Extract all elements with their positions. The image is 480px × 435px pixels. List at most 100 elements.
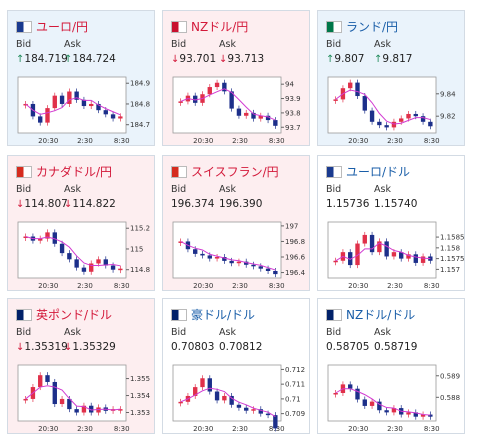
candle — [406, 412, 411, 415]
pair-title[interactable]: カナダドル/円 — [36, 165, 113, 179]
candle — [333, 99, 338, 101]
moving-average — [25, 97, 121, 116]
ask-value: 1.35329 — [72, 341, 116, 353]
ask-price: ↑9.817 — [374, 53, 412, 65]
candle — [229, 91, 234, 109]
candle — [369, 234, 375, 253]
ask-label: Ask — [219, 327, 236, 338]
rate-tile[interactable]: スイスフラン/円 Bid Ask 196.374 196.390 197 196.8 196.… — [162, 155, 310, 291]
bid-label: Bid — [326, 327, 342, 338]
rate-tile[interactable]: NZドル/円 Bid Ask ↓93.701 ↓93.713 94 93.9 93.8 93.7… — [162, 10, 310, 146]
bid-price: 0.70803 — [171, 341, 214, 353]
candle — [251, 112, 256, 119]
moving-average — [25, 385, 121, 411]
x-tick-label: 20:30 — [38, 282, 58, 290]
y-tick-label: 9.84 — [440, 90, 456, 98]
rate-tile[interactable]: カナダドル/円 Bid Ask ↓114.807 ↓114.822 115.2 115 114… — [7, 155, 155, 291]
candle — [81, 405, 87, 413]
rate-board: {"tiles":[ {"title":"ユーロ/円","title_color… — [7, 10, 465, 434]
bid-price: ↑184.719 — [16, 53, 68, 65]
y-tick-label: 0.709 — [285, 410, 305, 418]
candle — [273, 415, 278, 429]
y-tick-label: 196.8 — [285, 238, 305, 246]
flag-icon — [16, 166, 32, 178]
candle — [348, 384, 353, 389]
pair-title[interactable]: ユーロ/円 — [36, 20, 89, 34]
x-tick-label: 8:30 — [114, 282, 130, 290]
candle — [362, 234, 367, 244]
pair-title[interactable]: 豪ドル/ドル — [191, 308, 256, 322]
candle — [229, 395, 234, 405]
x-tick-label: 20:30 — [193, 425, 213, 433]
x-tick-label: 2:30 — [387, 137, 403, 145]
candle — [110, 114, 116, 119]
bid-label: Bid — [16, 327, 32, 338]
plot-frame — [17, 221, 127, 279]
y-tick-label: 1.355 — [130, 375, 150, 383]
rate-tile[interactable]: ランド/円 Bid Ask ↑9.807 ↑9.817 9.84 9.82 20:30 2:30… — [317, 10, 465, 146]
candle — [45, 375, 50, 382]
rate-tile[interactable]: 英ポンド/ドル Bid Ask ↓1.35319 ↓1.35329 1.355 1.354 1… — [7, 298, 155, 434]
y-tick-label: 184.7 — [130, 121, 150, 129]
change-arrow: ↓ — [16, 199, 25, 210]
rate-tile[interactable]: NZドル/ドル Bid Ask 0.58705 0.58719 0.589 0.588 20:… — [317, 298, 465, 434]
rate-tile[interactable]: ユーロ/ドル Bid Ask 1.15736 1.15740 1.1585 1.158 1.1… — [317, 155, 465, 291]
ask-value: 184.724 — [72, 53, 116, 65]
ask-value: 196.390 — [219, 198, 263, 210]
candle — [355, 82, 360, 97]
pair-title[interactable]: ユーロ/ドル — [346, 165, 411, 179]
x-tick-label: 2:30 — [77, 137, 93, 145]
rate-tile[interactable]: 豪ドル/ドル Bid Ask 0.70803 0.70812 0.712 0.711 0.71… — [162, 298, 310, 434]
bid-label: Bid — [171, 327, 187, 338]
candle — [178, 101, 183, 103]
ask-value: 114.822 — [72, 198, 116, 210]
flag-icon — [326, 166, 342, 178]
candle — [355, 243, 360, 266]
y-tick-label: 0.588 — [440, 394, 460, 402]
candle — [377, 401, 382, 411]
plot-frame — [172, 76, 282, 134]
bid-price: 0.58705 — [326, 341, 369, 353]
pair-title[interactable]: ランド/円 — [346, 20, 399, 34]
candle — [265, 413, 271, 416]
candle — [81, 267, 87, 272]
candle — [244, 112, 249, 116]
pair-title[interactable]: NZドル/円 — [191, 20, 249, 34]
candle — [45, 232, 50, 239]
candle — [89, 263, 94, 272]
pair-title[interactable]: NZドル/ドル — [346, 308, 416, 322]
ask-price: 0.70812 — [219, 341, 262, 353]
candle — [222, 82, 227, 92]
bid-label: Bid — [326, 39, 342, 50]
candle — [399, 252, 404, 259]
ask-price: ↓114.822 — [64, 198, 116, 210]
x-tick-label: 8:30 — [424, 282, 440, 290]
x-tick-label: 8:30 — [114, 137, 130, 145]
candle — [413, 254, 418, 263]
y-tick-label: 93.8 — [285, 109, 301, 117]
moving-average — [335, 242, 431, 262]
flag-icon — [171, 309, 187, 321]
candle — [118, 116, 123, 119]
pair-title[interactable]: 英ポンド/ドル — [36, 308, 113, 322]
candle — [59, 95, 65, 104]
mini-chart: 184.9 184.8 184.7 20:30 2:30 8:30 — [17, 76, 150, 145]
candle — [52, 232, 57, 244]
mini-chart: 9.84 9.82 20:30 2:30 8:30 — [327, 76, 456, 145]
rate-tile[interactable]: ユーロ/円 Bid Ask ↑184.719 ↑184.724 184.9 184.8 184… — [7, 10, 155, 146]
candle — [258, 266, 263, 269]
candle — [406, 113, 411, 119]
candle — [59, 398, 65, 405]
change-arrow: ↓ — [64, 342, 73, 353]
ask-price: ↑184.724 — [64, 53, 116, 65]
candle — [273, 120, 278, 126]
y-tick-label: 1.157 — [440, 266, 460, 274]
bid-label: Bid — [16, 184, 32, 195]
candle — [348, 82, 353, 89]
candle — [236, 404, 242, 408]
pair-title[interactable]: スイスフラン/円 — [191, 165, 279, 179]
candle — [428, 121, 433, 127]
x-tick-label: 8:30 — [424, 425, 440, 433]
candle — [23, 398, 28, 401]
candle — [207, 87, 212, 95]
